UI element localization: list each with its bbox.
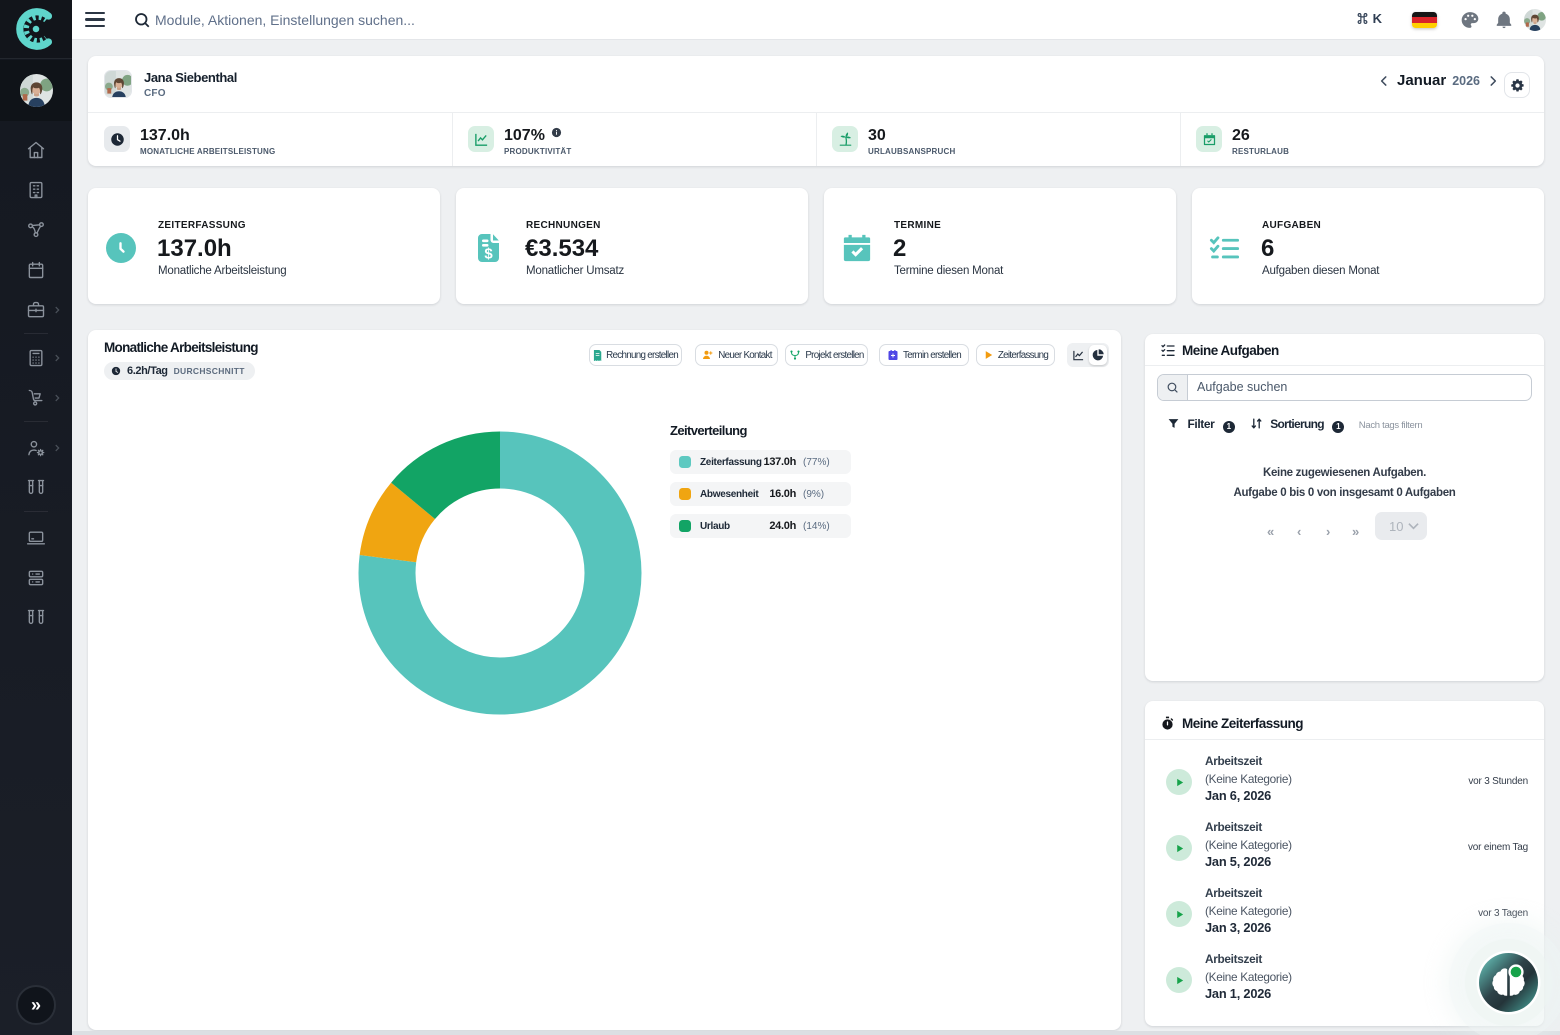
svg-text:$: $ [484,246,493,263]
